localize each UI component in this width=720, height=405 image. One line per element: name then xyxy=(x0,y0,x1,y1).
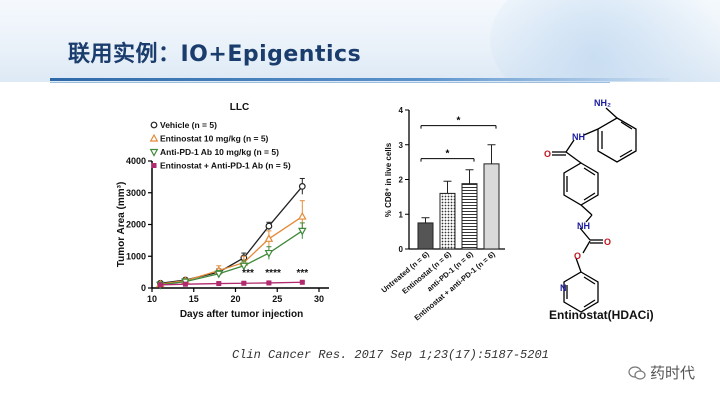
amine-label: NH₂ xyxy=(594,98,611,108)
amine-bond xyxy=(605,107,618,119)
pyridine-ring xyxy=(563,271,599,313)
title-bar xyxy=(0,0,720,82)
amide-nh-label: NH xyxy=(572,132,585,142)
benzamide-ring xyxy=(563,162,599,206)
carbamate-nh-label: NH xyxy=(577,221,590,231)
carbamate-o-label: O xyxy=(604,237,611,247)
watermark-text: 药时代 xyxy=(650,364,696,382)
ester-o-label: O xyxy=(574,251,581,261)
slide-title: 联用实例：IO+Epigentics xyxy=(68,42,362,67)
citation: Clin Cancer Res. 2017 Sep 1;23(17):5187-… xyxy=(232,348,549,362)
molecule-caption: Entinostat(HDACi) xyxy=(549,308,654,322)
title-underline xyxy=(50,78,670,81)
title-bar-decoration xyxy=(490,0,720,82)
pyridine-n-label: N xyxy=(560,283,567,293)
wechat-icon xyxy=(628,365,646,380)
watermark: 药时代 xyxy=(628,362,695,383)
title-underline-thin xyxy=(50,82,610,83)
aminophenyl-ring xyxy=(597,117,637,163)
amide-o-label: O xyxy=(544,149,551,159)
